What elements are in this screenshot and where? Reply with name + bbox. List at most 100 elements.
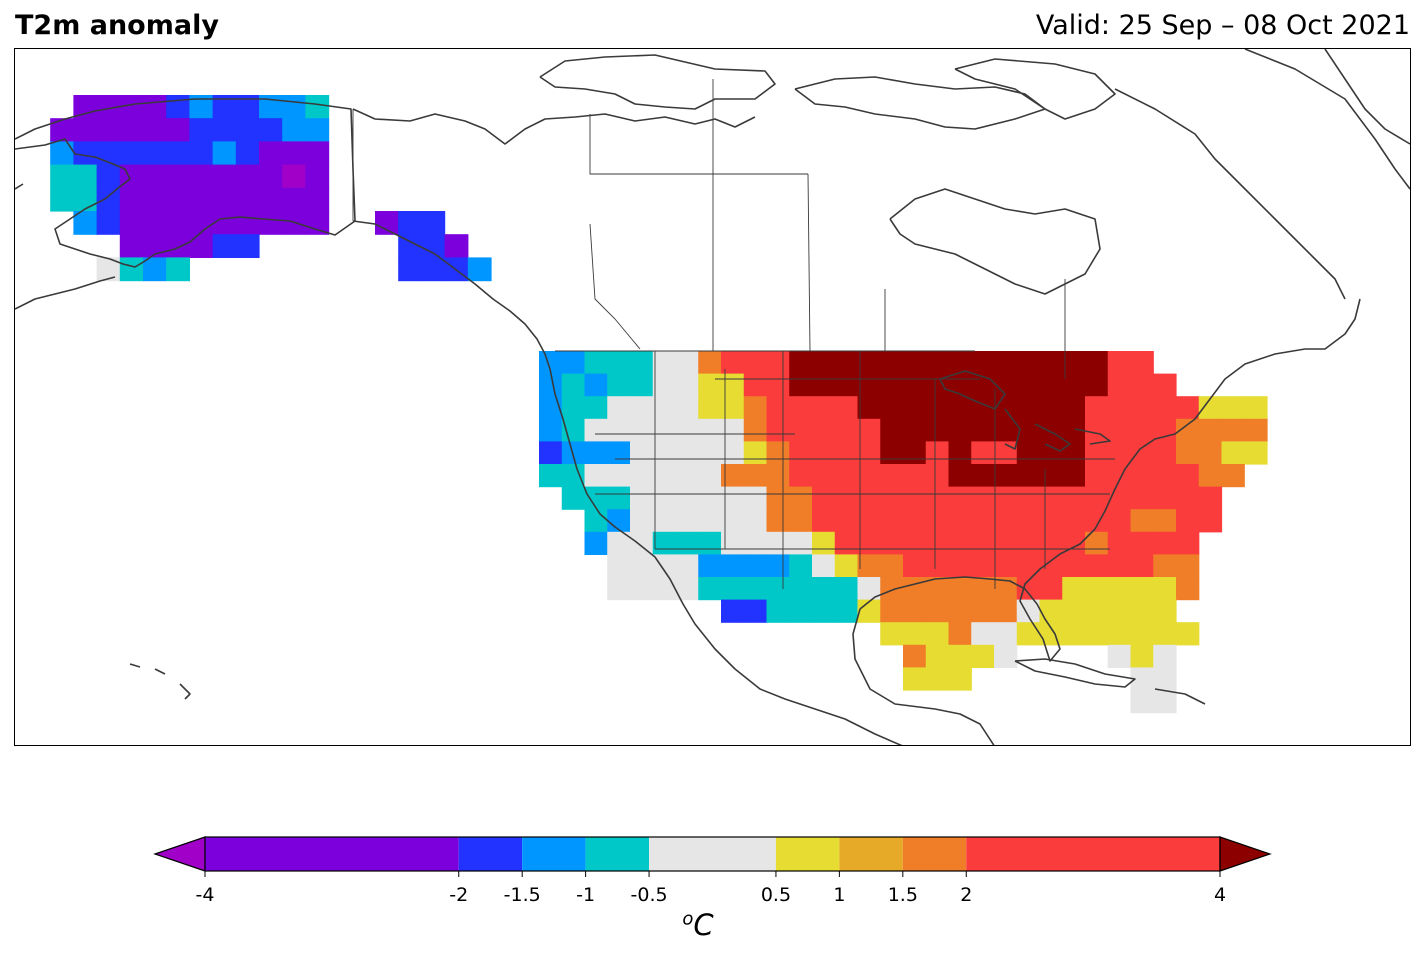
anomaly-cell — [584, 441, 608, 465]
anomaly-cell — [675, 554, 699, 578]
anomaly-cell — [1153, 531, 1177, 555]
anomaly-cell — [1062, 351, 1086, 375]
anomaly-cell — [1130, 622, 1154, 646]
anomaly-cell — [812, 373, 836, 397]
anomaly-cell — [834, 554, 859, 578]
anomaly-cell — [789, 577, 813, 601]
anomaly-cell — [880, 577, 904, 601]
anomaly-cell — [119, 187, 144, 212]
anomaly-cell — [903, 464, 927, 488]
anomaly-cell — [903, 599, 927, 623]
anomaly-cell — [789, 509, 813, 533]
anomaly-cell — [1198, 441, 1223, 465]
anomaly-cell — [652, 554, 677, 578]
anomaly-cell — [73, 164, 98, 189]
anomaly-cell — [994, 396, 1018, 420]
anomaly-cell — [1085, 373, 1109, 397]
anomaly-cell — [375, 211, 399, 235]
anomaly-cell — [189, 95, 214, 119]
anomaly-cell — [857, 531, 881, 555]
anomaly-cell — [994, 644, 1018, 668]
anomaly-cell — [880, 531, 904, 555]
anomaly-cell — [1016, 554, 1041, 578]
colorbar-segment — [585, 837, 650, 871]
anomaly-cell — [1130, 464, 1154, 488]
anomaly-cell — [1153, 396, 1177, 420]
colorbar-tick-label: -1.5 — [503, 884, 541, 906]
colorbar-tick-label: 4 — [1213, 884, 1227, 906]
anomaly-cell — [584, 351, 608, 375]
anomaly-cell — [766, 577, 790, 601]
anomaly-cell — [1244, 418, 1268, 442]
colorbar-segment — [839, 837, 903, 871]
anomaly-cell — [948, 644, 972, 668]
anomaly-cell — [948, 441, 972, 465]
colorbar-segment — [522, 837, 586, 871]
anomaly-cell — [259, 118, 283, 142]
anomaly-cell — [467, 257, 492, 282]
anomaly-cell — [259, 187, 283, 212]
anomaly-cell — [1153, 690, 1177, 714]
anomaly-cell — [880, 599, 904, 623]
anomaly-cell — [721, 373, 745, 397]
anomaly-cell — [630, 486, 654, 510]
anomaly-cell — [96, 95, 121, 119]
anomaly-cell — [675, 418, 699, 442]
anomaly-cell — [857, 441, 881, 465]
anomaly-cell — [1039, 373, 1063, 397]
anomaly-cell — [50, 118, 74, 142]
anomaly-cell — [1176, 509, 1200, 533]
anomaly-cell — [925, 509, 950, 533]
anomaly-cell — [607, 418, 631, 442]
anomaly-cell — [743, 418, 768, 442]
anomaly-cell — [305, 164, 330, 189]
anomaly-cell — [1153, 644, 1177, 668]
anomaly-cell — [259, 164, 283, 189]
anomaly-cell — [721, 396, 745, 420]
colorbar-tick-label: 0.5 — [760, 884, 792, 906]
anomaly-cell — [1085, 418, 1109, 442]
anomaly-cell — [1016, 373, 1041, 397]
anomaly-cell — [857, 464, 881, 488]
anomaly-cell — [903, 486, 927, 510]
anomaly-cell — [721, 599, 745, 623]
anomaly-cell — [948, 622, 972, 646]
anomaly-cell — [675, 531, 699, 555]
anomaly-cell — [994, 418, 1018, 442]
anomaly-cell — [925, 644, 950, 668]
anomaly-cell — [812, 486, 836, 510]
anomaly-cell — [880, 418, 904, 442]
anomaly-cell — [189, 211, 214, 235]
anomaly-cell — [119, 95, 144, 119]
anomaly-cell — [948, 531, 972, 555]
anomaly-cell — [1062, 622, 1086, 646]
anomaly-cell — [834, 418, 859, 442]
anomaly-cell — [1198, 486, 1223, 510]
anomaly-cell — [834, 531, 859, 555]
anomaly-cell — [766, 351, 790, 375]
colorbar-tick-label: -0.5 — [630, 884, 668, 906]
anomaly-cell — [630, 351, 654, 375]
anomaly-cell — [1016, 418, 1041, 442]
anomaly-cell — [675, 577, 699, 601]
anomaly-cell — [1039, 464, 1063, 488]
anomaly-cell — [766, 486, 790, 510]
anomaly-cell — [235, 95, 260, 119]
anomaly-cell — [880, 486, 904, 510]
anomaly-cell — [1085, 599, 1109, 623]
anomaly-cell — [903, 351, 927, 375]
anomaly-cell — [925, 418, 950, 442]
anomaly-cell — [1130, 509, 1154, 533]
anomaly-cell — [1130, 351, 1154, 375]
anomaly-cell — [96, 187, 121, 212]
anomaly-cell — [766, 441, 790, 465]
anomaly-cell — [743, 351, 768, 375]
anomaly-cell — [1153, 441, 1177, 465]
anomaly-cell — [1016, 441, 1041, 465]
anomaly-cell — [834, 441, 859, 465]
anomaly-cell — [652, 441, 677, 465]
anomaly-cell — [212, 95, 237, 119]
colorbar-tick-label: 1.5 — [887, 884, 918, 906]
anomaly-cell — [1153, 464, 1177, 488]
colorbar-segment — [458, 837, 523, 871]
